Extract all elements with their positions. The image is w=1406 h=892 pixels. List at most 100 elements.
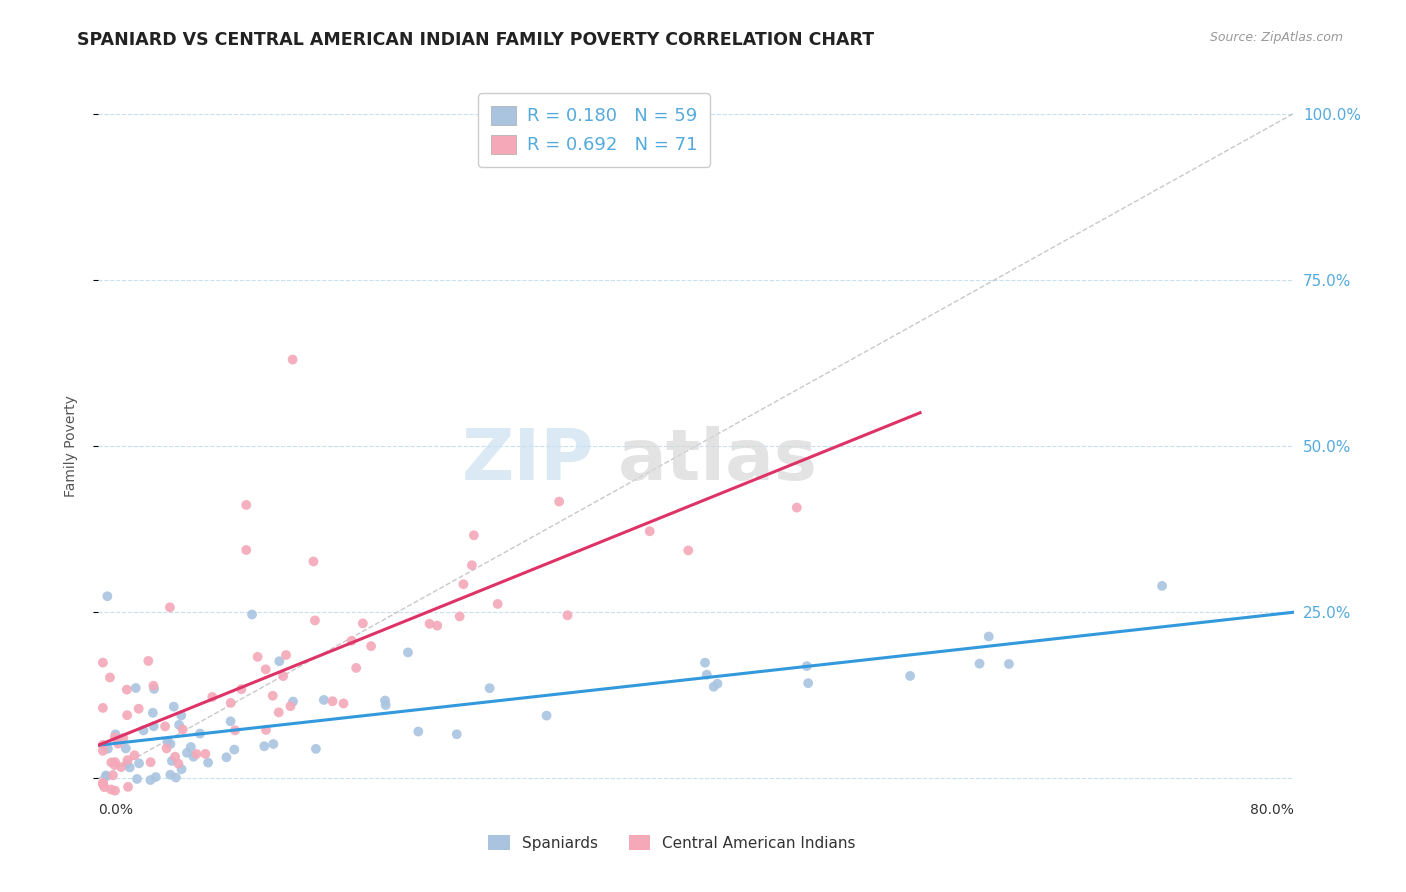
Text: atlas: atlas: [619, 426, 818, 495]
Point: [115, 682, 138, 697]
Point: [91, 777, 114, 791]
Text: Source: ZipAtlas.com: Source: ZipAtlas.com: [1209, 31, 1343, 45]
Point: [254, 723, 277, 737]
Point: [93, 780, 115, 794]
Point: [706, 676, 728, 690]
Point: [998, 657, 1021, 671]
Point: [254, 662, 277, 676]
Point: [91, 744, 114, 758]
Y-axis label: Family Poverty: Family Poverty: [63, 395, 77, 497]
Point: [271, 669, 294, 683]
Point: [408, 724, 430, 739]
Point: [305, 742, 328, 756]
Point: [548, 494, 571, 508]
Point: [461, 558, 484, 573]
Point: [104, 783, 127, 797]
Point: [478, 681, 501, 696]
Point: [112, 731, 135, 745]
Point: [215, 750, 238, 764]
Point: [104, 755, 127, 769]
Point: [170, 708, 193, 723]
Point: [91, 777, 114, 791]
Point: [96, 589, 118, 603]
Point: [453, 577, 475, 591]
Text: ZIP: ZIP: [463, 426, 595, 495]
Point: [167, 756, 190, 771]
Point: [446, 727, 468, 741]
Point: [103, 757, 125, 772]
Point: [98, 670, 121, 684]
Point: [117, 753, 139, 767]
Point: [125, 772, 148, 786]
Point: [118, 760, 141, 774]
Point: [219, 696, 242, 710]
Point: [142, 719, 165, 733]
Point: [797, 676, 820, 690]
Point: [322, 694, 344, 708]
Point: [114, 741, 136, 756]
Point: [280, 699, 302, 714]
Point: [160, 754, 183, 768]
Point: [100, 782, 122, 797]
Point: [262, 737, 284, 751]
Point: [201, 690, 224, 704]
Point: [96, 769, 118, 783]
Point: [302, 554, 325, 568]
Point: [231, 682, 253, 697]
Point: [253, 739, 276, 754]
Point: [142, 679, 165, 693]
Point: [419, 616, 441, 631]
Point: [332, 697, 354, 711]
Point: [159, 768, 181, 782]
Point: [240, 607, 263, 622]
Point: [107, 737, 129, 751]
Point: [1150, 579, 1173, 593]
Point: [101, 768, 124, 782]
Point: [91, 656, 114, 670]
Point: [197, 756, 219, 770]
Point: [91, 738, 114, 752]
Point: [159, 737, 181, 751]
Point: [269, 654, 291, 668]
Point: [344, 661, 367, 675]
Point: [128, 756, 150, 771]
Text: 0.0%: 0.0%: [98, 804, 134, 817]
Point: [91, 776, 114, 790]
Text: SPANIARD VS CENTRAL AMERICAN INDIAN FAMILY POVERTY CORRELATION CHART: SPANIARD VS CENTRAL AMERICAN INDIAN FAMI…: [77, 31, 875, 49]
Point: [281, 352, 304, 367]
Point: [352, 616, 374, 631]
Point: [246, 649, 269, 664]
Point: [94, 768, 117, 782]
Point: [115, 708, 138, 723]
Point: [304, 614, 326, 628]
Point: [696, 667, 718, 681]
Point: [557, 608, 579, 623]
Point: [374, 698, 396, 712]
Point: [224, 742, 246, 756]
Point: [312, 693, 335, 707]
Point: [219, 714, 242, 729]
Point: [449, 609, 471, 624]
Point: [165, 749, 187, 764]
Point: [796, 659, 818, 673]
Point: [180, 739, 202, 754]
Point: [153, 719, 176, 733]
Point: [262, 689, 284, 703]
Point: [235, 543, 257, 558]
Point: [91, 701, 114, 715]
Point: [170, 762, 193, 776]
Point: [678, 543, 700, 558]
Point: [115, 756, 138, 771]
Point: [143, 681, 166, 696]
Point: [235, 498, 257, 512]
Point: [898, 669, 921, 683]
Point: [188, 726, 211, 740]
Point: [142, 706, 165, 720]
Point: [163, 699, 186, 714]
Point: [104, 727, 127, 741]
Point: [374, 693, 396, 707]
Point: [138, 654, 160, 668]
Point: [97, 741, 120, 756]
Point: [125, 681, 148, 695]
Point: [224, 723, 246, 738]
